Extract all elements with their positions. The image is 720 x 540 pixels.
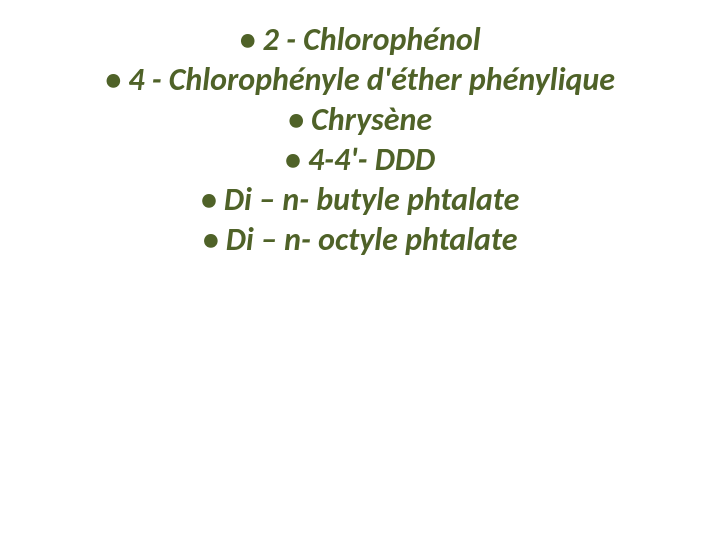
bullet-icon: • <box>201 180 217 219</box>
bullet-icon: • <box>105 60 121 99</box>
bullet-icon: • <box>239 20 255 59</box>
list-item: • 2 - Chlorophénol <box>0 20 720 60</box>
list-item-text: Chrysène <box>311 100 432 139</box>
list-item-text: 4 - Chlorophényle d'éther phénylique <box>128 60 615 99</box>
bullet-icon: • <box>203 220 219 259</box>
list-item: • Di – n- octyle phtalate <box>0 220 720 260</box>
bullet-icon: • <box>285 140 301 179</box>
list-item: • Di – n- butyle phtalate <box>0 180 720 220</box>
slide: • 2 - Chlorophénol • 4 - Chlorophényle d… <box>0 0 720 540</box>
bullet-icon: • <box>288 100 304 139</box>
list-item-text: 4-4'- DDD <box>308 140 435 179</box>
list-item-text: 2 - Chlorophénol <box>263 20 481 59</box>
bullet-list: • 2 - Chlorophénol • 4 - Chlorophényle d… <box>0 20 720 260</box>
list-item-text: Di – n- butyle phtalate <box>224 180 519 219</box>
list-item: • Chrysène <box>0 100 720 140</box>
list-item: • 4-4'- DDD <box>0 140 720 180</box>
list-item: • 4 - Chlorophényle d'éther phénylique <box>0 60 720 100</box>
list-item-text: Di – n- octyle phtalate <box>226 220 518 259</box>
